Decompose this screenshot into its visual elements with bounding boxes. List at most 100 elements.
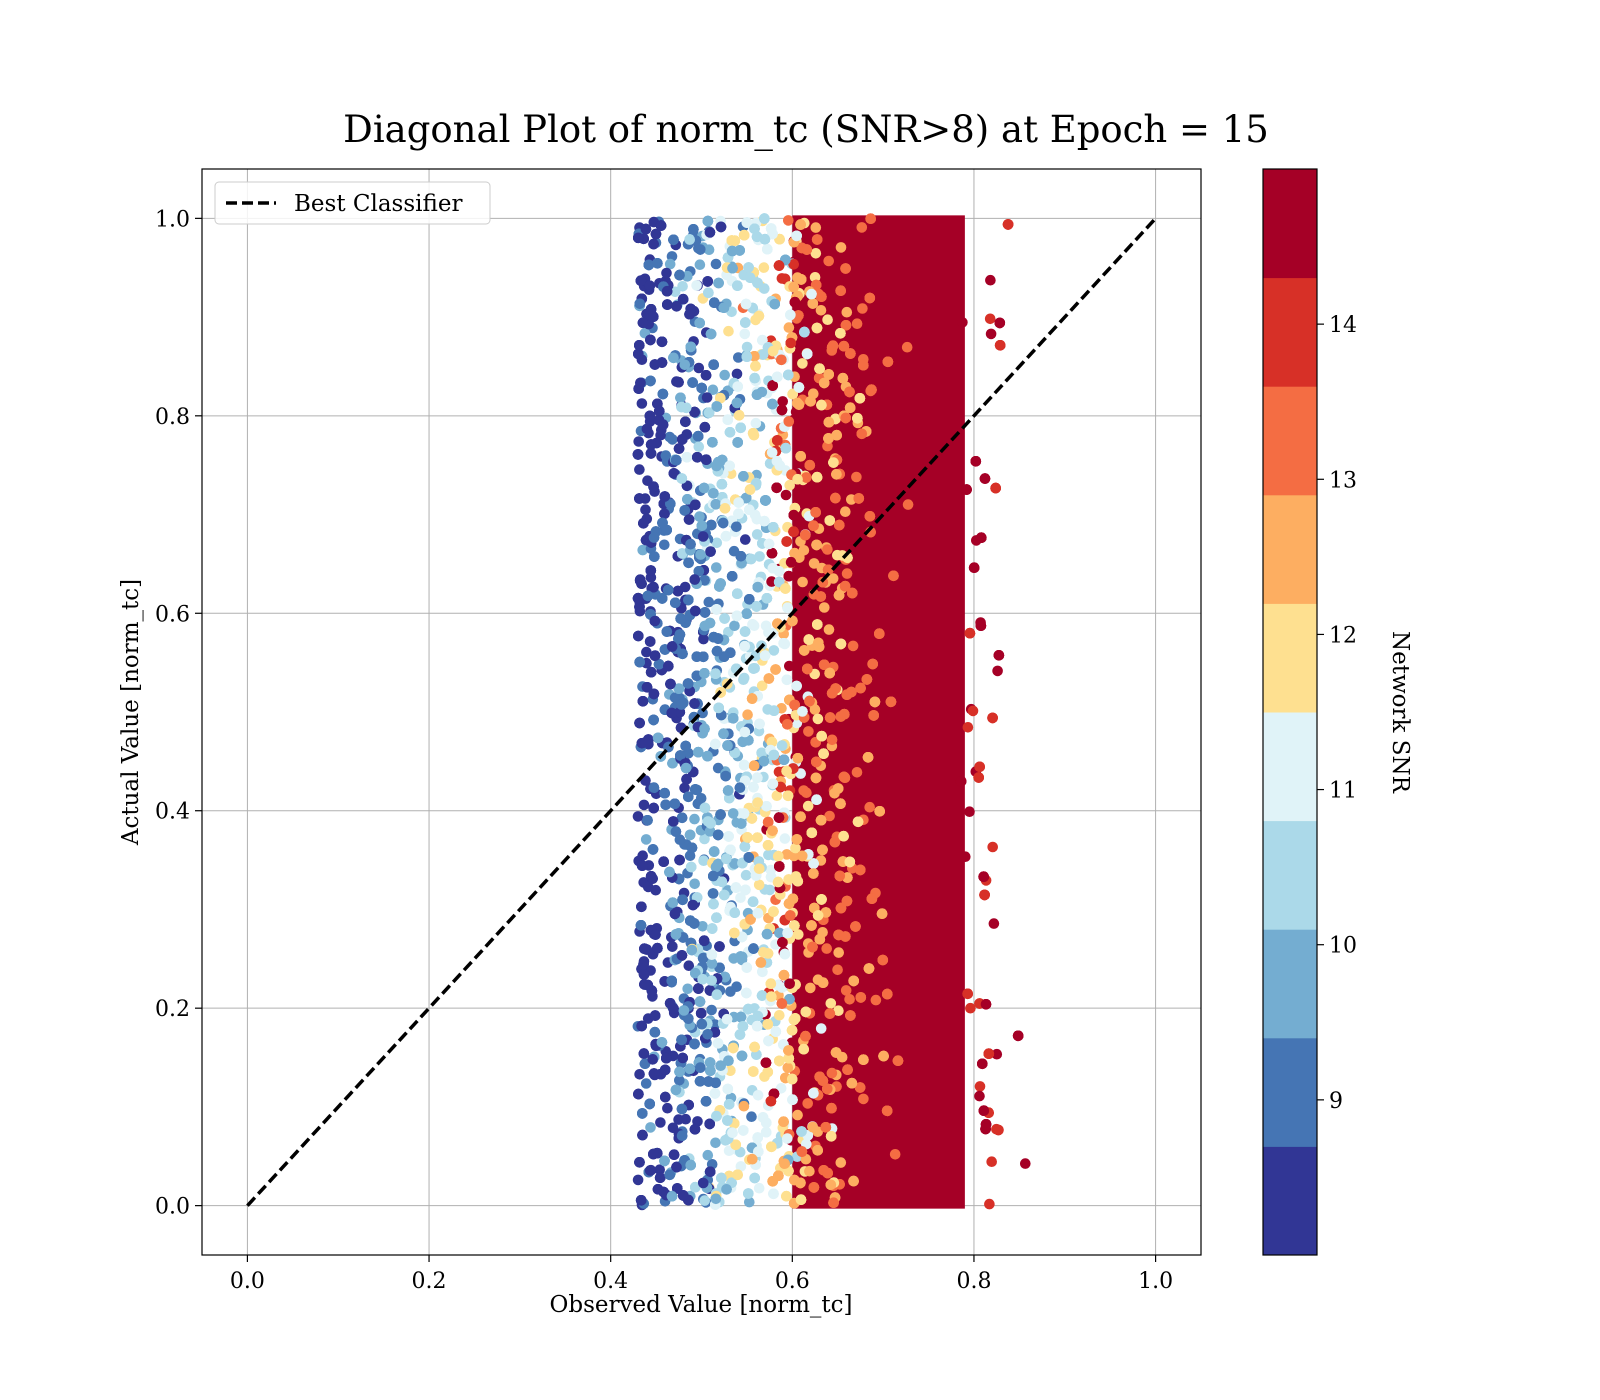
scatter-point bbox=[768, 749, 780, 761]
scatter-point bbox=[748, 760, 760, 771]
scatter-point bbox=[881, 1105, 893, 1117]
scatter-point bbox=[771, 790, 783, 801]
scatter-point bbox=[655, 220, 667, 231]
scatter-point bbox=[648, 714, 659, 726]
scatter-point bbox=[841, 306, 853, 318]
scatter-point bbox=[795, 451, 806, 462]
scatter-point bbox=[866, 893, 878, 904]
scatter-point bbox=[649, 1026, 661, 1038]
scatter-point bbox=[808, 1182, 820, 1193]
scatter-point bbox=[819, 602, 830, 613]
scatter-point bbox=[677, 894, 688, 906]
colorbar-tick-label: 13 bbox=[1329, 468, 1357, 493]
scatter-point bbox=[698, 935, 710, 946]
legend: Best Classifier bbox=[214, 181, 491, 225]
x-axis-ticks: 0.0 0.2 0.4 0.6 0.8 1.0 bbox=[230, 1255, 1173, 1294]
scatter-point bbox=[660, 799, 671, 811]
scatter-point bbox=[783, 416, 795, 427]
scatter-point bbox=[820, 1122, 832, 1133]
scatter-point bbox=[652, 258, 663, 269]
scatter-point bbox=[645, 666, 657, 678]
scatter-point bbox=[752, 797, 763, 808]
scatter-point bbox=[725, 468, 737, 480]
scatter-point bbox=[683, 791, 694, 803]
scatter-point bbox=[673, 376, 684, 388]
scatter-point bbox=[841, 568, 853, 579]
scatter-point bbox=[738, 229, 750, 241]
colorbar-segment bbox=[1263, 712, 1317, 822]
colorbar-segment bbox=[1263, 386, 1317, 496]
scatter-point bbox=[722, 1115, 733, 1126]
scatter-point bbox=[763, 1035, 774, 1047]
scatter-point bbox=[670, 826, 682, 837]
scatter-point bbox=[826, 341, 838, 353]
scatter-point bbox=[821, 943, 832, 954]
scatter-point bbox=[707, 384, 719, 396]
scatter-point bbox=[791, 230, 802, 242]
scatter-point bbox=[692, 430, 704, 442]
scatter-point bbox=[780, 442, 792, 454]
scatter-point bbox=[684, 829, 696, 841]
scatter-point bbox=[638, 799, 650, 811]
scatter-point bbox=[783, 369, 794, 381]
scatter-point bbox=[727, 262, 738, 274]
scatter-point bbox=[810, 222, 822, 233]
scatter-point bbox=[810, 507, 821, 518]
scatter-point bbox=[632, 592, 644, 604]
scatter-point bbox=[747, 1153, 758, 1165]
scatter-point bbox=[634, 464, 645, 475]
scatter-point bbox=[723, 1055, 734, 1066]
scatter-point bbox=[785, 309, 796, 321]
scatter-point bbox=[742, 832, 753, 843]
scatter-point bbox=[784, 978, 795, 990]
scatter-point bbox=[690, 784, 701, 795]
scatter-point bbox=[825, 1131, 837, 1142]
scatter-point bbox=[710, 1193, 722, 1205]
scatter-point bbox=[892, 1055, 904, 1066]
scatter-point bbox=[676, 1034, 687, 1046]
scatter-point bbox=[699, 802, 711, 814]
scatter-point bbox=[808, 868, 819, 879]
scatter-point bbox=[749, 372, 760, 384]
scatter-point bbox=[797, 706, 808, 717]
scatter-point bbox=[750, 360, 761, 372]
scatter-point bbox=[724, 427, 736, 438]
scatter-point bbox=[780, 489, 792, 501]
scatter-point bbox=[838, 830, 849, 842]
scatter-point bbox=[845, 1010, 856, 1021]
scatter-point bbox=[838, 771, 850, 783]
scatter-point bbox=[675, 392, 686, 404]
scatter-point bbox=[732, 588, 743, 599]
scatter-point bbox=[793, 929, 804, 940]
scatter-point bbox=[833, 929, 844, 941]
scatter-point bbox=[802, 663, 813, 675]
scatter-point bbox=[667, 897, 678, 908]
scatter-point bbox=[967, 705, 979, 717]
scatter-point bbox=[777, 396, 788, 407]
scatter-point bbox=[709, 1019, 721, 1030]
scatter-point bbox=[705, 546, 716, 557]
scatter-point bbox=[736, 1050, 748, 1062]
scatter-point bbox=[690, 1181, 701, 1193]
scatter-point bbox=[715, 578, 726, 589]
scatter-point bbox=[699, 421, 711, 433]
scatter-point bbox=[754, 718, 765, 730]
scatter-point bbox=[726, 571, 738, 582]
scatter-point bbox=[700, 454, 712, 466]
scatter-point bbox=[697, 921, 708, 932]
scatter-point bbox=[774, 861, 785, 872]
scatter-point bbox=[673, 1114, 684, 1125]
scatter-point bbox=[776, 998, 788, 1009]
y-tick-label: 0.8 bbox=[155, 405, 190, 430]
scatter-point bbox=[815, 305, 827, 316]
scatter-point bbox=[694, 317, 705, 329]
scatter-point bbox=[791, 834, 803, 845]
scatter-point bbox=[753, 310, 765, 322]
scatter-point bbox=[748, 781, 759, 793]
scatter-point bbox=[802, 800, 814, 812]
scatter-point bbox=[853, 493, 865, 504]
scatter-point bbox=[638, 969, 650, 980]
scatter-point bbox=[695, 1062, 706, 1073]
scatter-point bbox=[864, 801, 875, 813]
scatter-point bbox=[727, 808, 739, 819]
